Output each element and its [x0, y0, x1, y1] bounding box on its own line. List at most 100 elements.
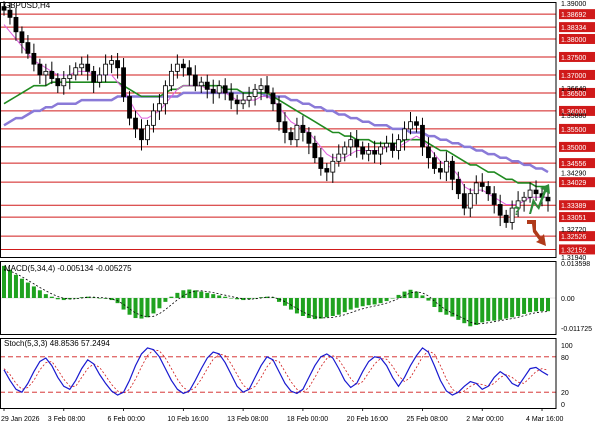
macd-bar — [504, 298, 509, 319]
macd-bar — [241, 298, 246, 301]
time-axis: 29 Jan 2026 3 Feb 08:00 6 Feb 00:00 10 Feb … — [1, 408, 563, 423]
candle-body — [300, 124, 306, 133]
time-label: 6 Feb 00:00 — [108, 416, 145, 423]
macd-bar — [528, 298, 533, 313]
macd-bar — [253, 298, 258, 299]
macd-bar — [55, 298, 60, 300]
macd-bar — [37, 290, 42, 298]
candle-body — [414, 121, 419, 126]
macd-pane — [0, 265, 556, 327]
candle-body — [354, 139, 360, 148]
candle-body — [420, 124, 425, 148]
question-mark: ? — [513, 204, 520, 218]
macd-bar — [426, 298, 431, 301]
price-tag-label: 1.35500 — [561, 127, 586, 134]
candle-body — [97, 74, 103, 83]
stoch-main-line — [3, 347, 549, 396]
candle-body — [545, 196, 551, 202]
price-tag-label: 1.38000 — [561, 37, 586, 44]
price-tag-label: 1.34029 — [561, 180, 586, 187]
candle-body — [91, 70, 97, 83]
price-tag — [559, 22, 595, 33]
macd-bar — [342, 298, 347, 313]
candle-body — [348, 139, 354, 148]
macd-bar — [127, 298, 132, 315]
candle-body — [503, 214, 509, 223]
candle-body — [437, 168, 443, 173]
candle-body — [270, 92, 276, 105]
macd-bar — [211, 294, 216, 298]
candle-body — [485, 186, 491, 195]
candle-body — [366, 150, 372, 155]
price-tick-label: 1.34290 — [561, 170, 586, 177]
pane-frame — [0, 338, 557, 409]
price-tag-label: 1.36500 — [561, 91, 586, 98]
macd-bar — [7, 269, 12, 298]
macd-bar — [43, 294, 48, 298]
price-tag-label: 1.35000 — [561, 145, 586, 152]
time-label: 10 Feb 16:00 — [167, 416, 208, 423]
candle-body — [276, 103, 282, 123]
candle-body — [449, 160, 455, 180]
candle-body — [210, 88, 216, 94]
price-tag-label: 1.33389 — [561, 203, 586, 210]
candle-body — [402, 128, 407, 141]
candle-body — [521, 196, 527, 202]
candle-body — [121, 67, 126, 97]
price-tag — [559, 123, 595, 134]
macd-bar — [223, 296, 228, 298]
macd-bar — [546, 298, 550, 312]
ma-slow-line — [3, 91, 549, 174]
candle-body — [360, 146, 366, 155]
candle-body — [67, 74, 73, 79]
candle-body — [372, 150, 378, 155]
pane-frame — [0, 261, 557, 335]
macd-bar — [306, 298, 311, 319]
candle-body — [497, 204, 503, 216]
macd-signal-line — [3, 269, 549, 325]
candle-body — [432, 157, 437, 169]
candle-body — [294, 124, 300, 141]
candle-body — [390, 142, 395, 151]
macd-bar — [133, 298, 138, 319]
macd-bar — [163, 298, 168, 302]
macd-bar — [432, 298, 437, 307]
price-tag — [559, 87, 595, 98]
macd-bar — [157, 298, 162, 309]
macd-bar — [522, 298, 527, 314]
candle-body — [103, 63, 109, 76]
candle-body — [288, 132, 294, 141]
macd-bar — [456, 298, 461, 320]
macd-bar — [444, 298, 449, 315]
candle-body — [79, 63, 85, 69]
candle-body — [222, 85, 228, 94]
macd-bar — [73, 298, 78, 299]
macd-bar — [534, 298, 539, 312]
candle-body — [479, 182, 485, 187]
price-tag — [559, 141, 595, 152]
candle-body — [115, 60, 120, 69]
price-tick-label: 1.35880 — [561, 113, 586, 120]
pane-frame — [0, 2, 557, 258]
candle-body — [49, 70, 55, 79]
price-tag — [559, 212, 595, 223]
price-tag — [559, 244, 595, 255]
macd-bar — [372, 298, 377, 305]
macd-bar — [199, 291, 204, 298]
macd-bar — [235, 298, 240, 300]
macd-bar — [468, 298, 473, 327]
candle-body — [139, 128, 144, 141]
candle-body — [19, 31, 25, 43]
macd-bar — [540, 298, 545, 312]
candle-body — [1, 6, 7, 11]
macd-bar — [420, 295, 425, 298]
macd-bar — [187, 289, 192, 298]
time-label: 4 Mar 16:00 — [526, 416, 563, 423]
stoch-pane — [0, 347, 556, 396]
candle-body — [37, 63, 43, 76]
candle-body — [330, 160, 336, 173]
macd-bar — [85, 296, 90, 298]
candle-body — [491, 193, 497, 205]
time-label: 18 Feb 00:00 — [287, 416, 328, 423]
arrow-up-icon — [529, 184, 550, 214]
